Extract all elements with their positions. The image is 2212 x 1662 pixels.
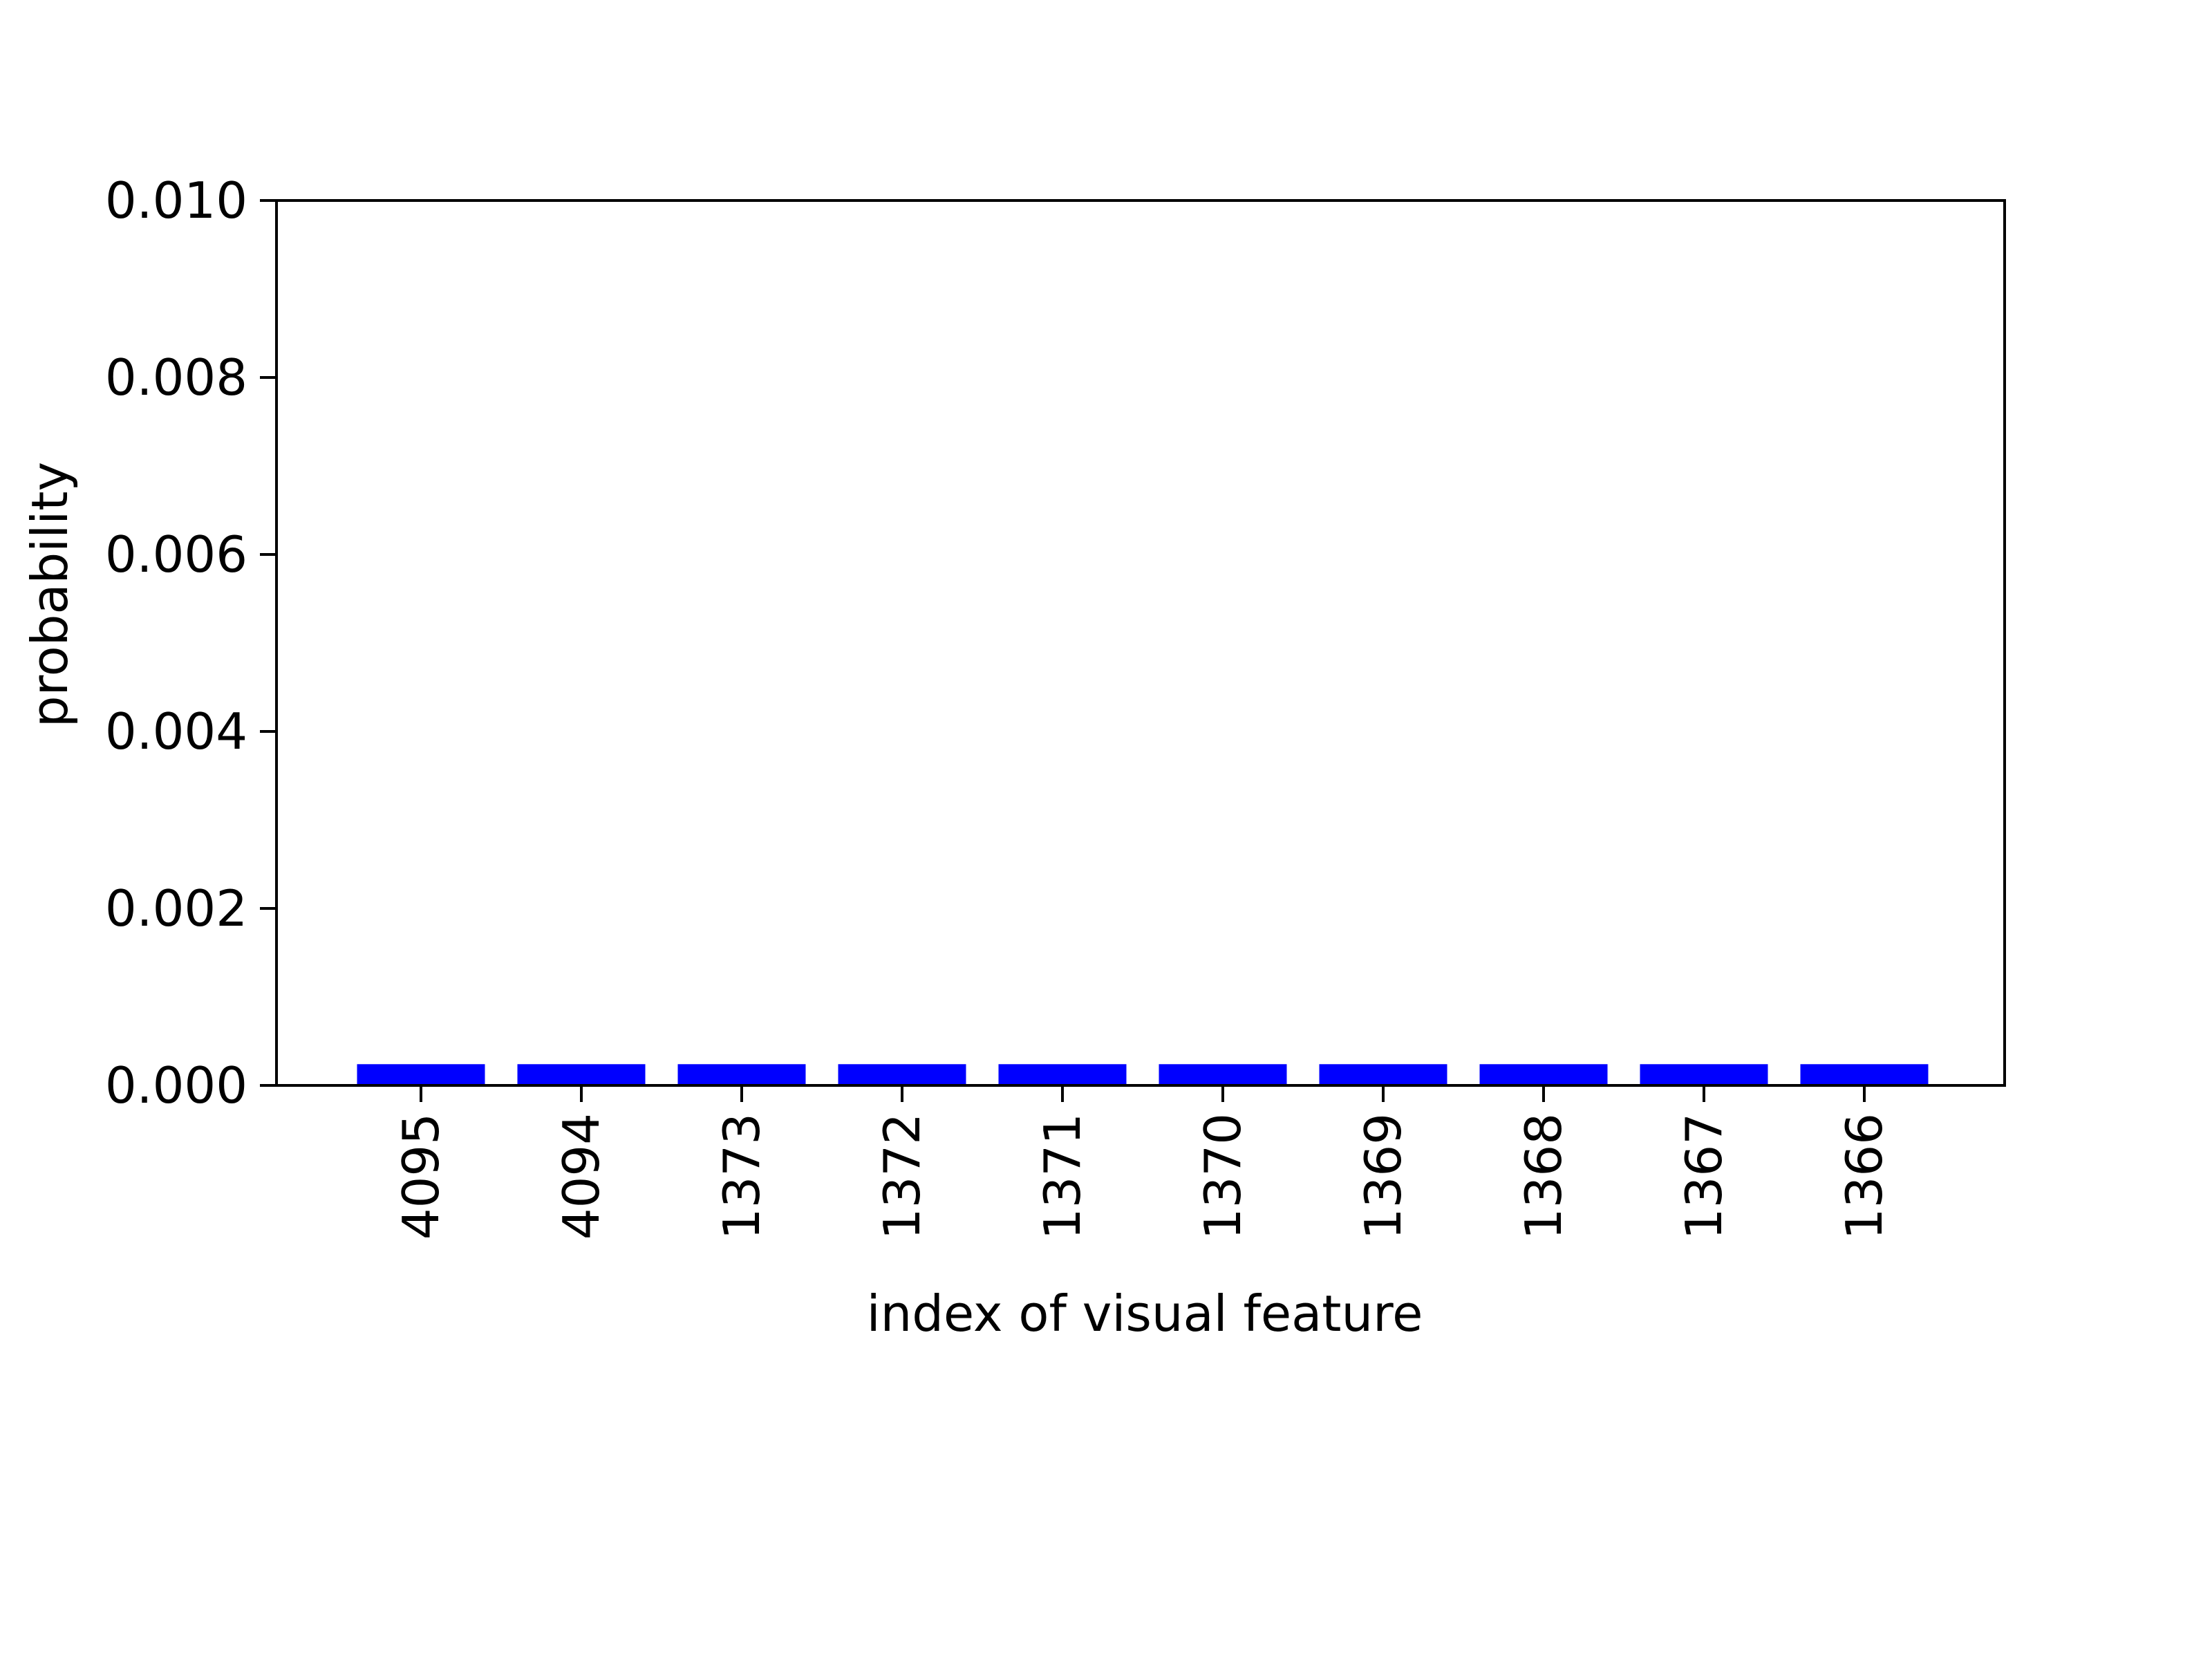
x-tick-label: 4095: [392, 1113, 450, 1240]
y-tick-label: 0.004: [105, 702, 247, 760]
y-axis: 0.000 0.002 0.004 0.006 0.008 0.010: [105, 171, 276, 1114]
x-tick-label: 1367: [1675, 1113, 1733, 1240]
x-tick-label: 1371: [1033, 1113, 1091, 1240]
x-tick-label: 1370: [1194, 1113, 1252, 1240]
bar-1371: [998, 1064, 1127, 1085]
y-tick-label: 0.008: [105, 348, 247, 407]
bar-1370: [1159, 1064, 1287, 1085]
x-tick-label: 4094: [552, 1113, 610, 1240]
bar-4094: [517, 1064, 646, 1085]
x-tick-label: 1368: [1515, 1113, 1573, 1240]
y-tick-label: 0.000: [105, 1056, 247, 1114]
x-tick-label: 1372: [873, 1113, 931, 1240]
x-axis-label: index of visual feature: [867, 1285, 1423, 1343]
bar-1368: [1479, 1064, 1608, 1085]
y-tick-label: 0.006: [105, 525, 247, 583]
x-axis: 4095 4094 1373 1372 1371 1370 1369 1368 1367 1366: [392, 1085, 1893, 1240]
bar-1367: [1640, 1064, 1768, 1085]
bar-1369: [1319, 1064, 1447, 1085]
bar-1373: [677, 1064, 806, 1085]
y-tick-label: 0.010: [105, 171, 247, 230]
plot-frame: [275, 199, 2006, 1087]
bars-layer: [357, 1064, 1929, 1085]
x-tick-label: 1373: [713, 1113, 771, 1240]
y-tick-label: 0.002: [105, 879, 247, 937]
y-axis-label: probability: [21, 462, 79, 727]
x-tick-label: 1369: [1354, 1113, 1412, 1240]
bar-1372: [838, 1064, 966, 1085]
x-tick-label: 1366: [1835, 1113, 1893, 1240]
bar-4095: [357, 1064, 485, 1085]
bar-1366: [1800, 1064, 1929, 1085]
